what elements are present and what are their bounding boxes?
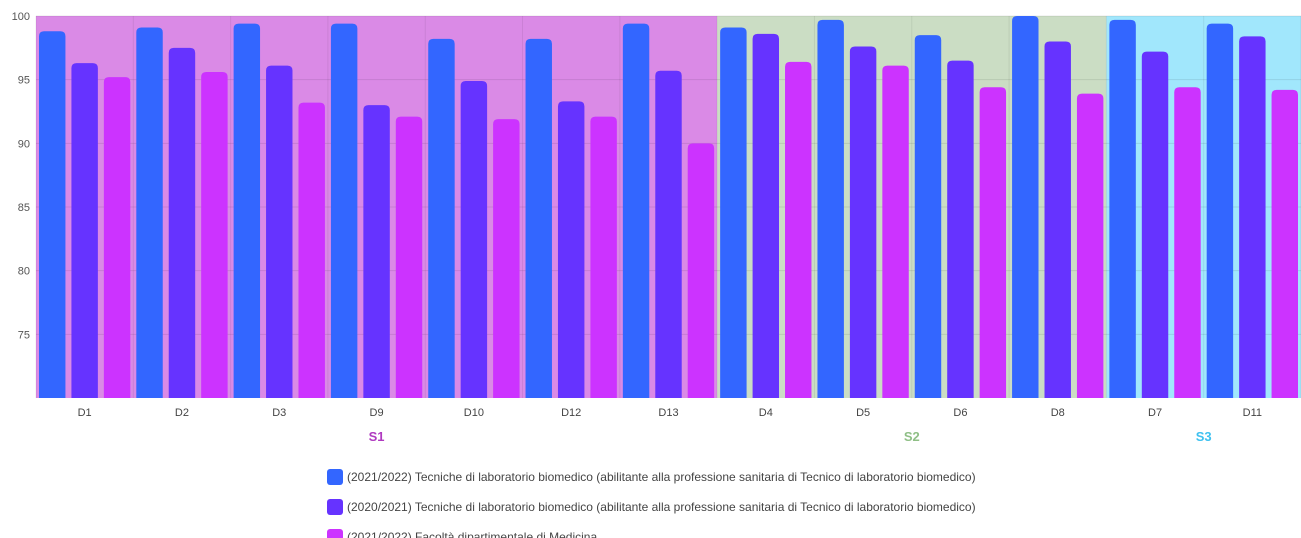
bar[interactable] [103,77,131,399]
bar[interactable] [71,63,98,398]
bar[interactable] [557,101,585,399]
bar[interactable] [395,116,423,399]
legend-label: (2021/2022) Facoltà dipartimentale di Me… [347,530,598,538]
bar[interactable] [1044,41,1071,398]
bar[interactable] [1206,23,1234,398]
legend-swatch [327,499,343,515]
bar[interactable] [1109,19,1136,398]
legend-swatch [327,469,343,485]
x-tick-label: D7 [1148,407,1162,419]
bar[interactable] [785,61,812,399]
y-tick-label: 75 [18,329,30,341]
x-tick-label: D11 [1243,407,1262,419]
group-label: S2 [904,429,920,444]
bar[interactable] [1076,93,1104,398]
y-tick-label: 100 [12,11,30,23]
bar[interactable] [428,38,455,399]
x-tick-label: D4 [759,407,773,419]
y-tick-label: 95 [18,75,30,87]
x-tick-label: D5 [856,407,870,419]
bar[interactable] [590,116,617,399]
bar[interactable] [687,143,715,398]
x-tick-label: D6 [953,407,967,419]
bar[interactable] [655,70,682,399]
legend-item[interactable]: (2021/2022) Tecniche di laboratorio biom… [327,462,976,492]
bar[interactable] [1239,36,1266,399]
x-tick-label: D2 [175,407,189,419]
bar[interactable] [914,35,942,398]
x-tick-label: D3 [272,407,286,419]
legend-item[interactable]: (2021/2022) Facoltà dipartimentale di Me… [327,522,976,538]
bar[interactable] [330,23,358,398]
x-tick-label: D9 [370,407,384,419]
bar[interactable] [298,102,325,398]
y-tick-label: 80 [18,266,30,278]
bar[interactable] [817,19,844,398]
bar[interactable] [947,60,974,399]
legend: (2021/2022) Tecniche di laboratorio biom… [327,462,976,538]
bar[interactable] [720,27,747,399]
y-tick-label: 90 [18,138,30,150]
x-tick-label: D1 [78,407,92,419]
bar[interactable] [849,46,877,399]
bar[interactable] [168,47,196,398]
bar[interactable] [1271,89,1298,398]
x-tick-label: D10 [464,407,484,419]
y-tick-label: 85 [18,202,30,214]
legend-label: (2021/2022) Tecniche di laboratorio biom… [347,470,976,484]
x-axis: D1 D2 D3 D9 D10 D12 D13 D4 D5 D6 D8 D7 D11 [78,407,1262,419]
x-tick-label: D8 [1051,407,1065,419]
bar[interactable] [233,23,261,398]
bars [39,16,1298,399]
bar[interactable] [266,65,293,398]
group-label: S1 [369,429,385,444]
legend-label: (2020/2021) Tecniche di laboratorio biom… [347,500,976,514]
bar[interactable] [363,105,390,398]
x-tick-label: D13 [658,407,678,419]
bar[interactable] [1012,16,1039,398]
bar[interactable] [1174,87,1201,398]
bar[interactable] [752,33,780,399]
bar[interactable] [979,87,1007,398]
bar[interactable] [39,31,66,399]
bar[interactable] [460,80,488,398]
legend-swatch [327,529,343,538]
bar[interactable] [622,23,650,398]
group-label: S3 [1196,429,1212,444]
bar[interactable] [136,27,163,399]
group-band-s2 [717,16,1107,398]
legend-item[interactable]: (2020/2021) Tecniche di laboratorio biom… [327,492,976,522]
bar[interactable] [882,65,909,398]
group-labels: S1 S2 S3 [369,429,1212,444]
y-axis: 75 80 85 90 95 100 [12,11,30,341]
bar[interactable] [1141,51,1169,399]
x-tick-label: D12 [561,407,581,419]
bar[interactable] [525,38,552,399]
group-band-s3 [1106,16,1301,398]
bar[interactable] [201,72,228,398]
bar[interactable] [493,119,520,398]
